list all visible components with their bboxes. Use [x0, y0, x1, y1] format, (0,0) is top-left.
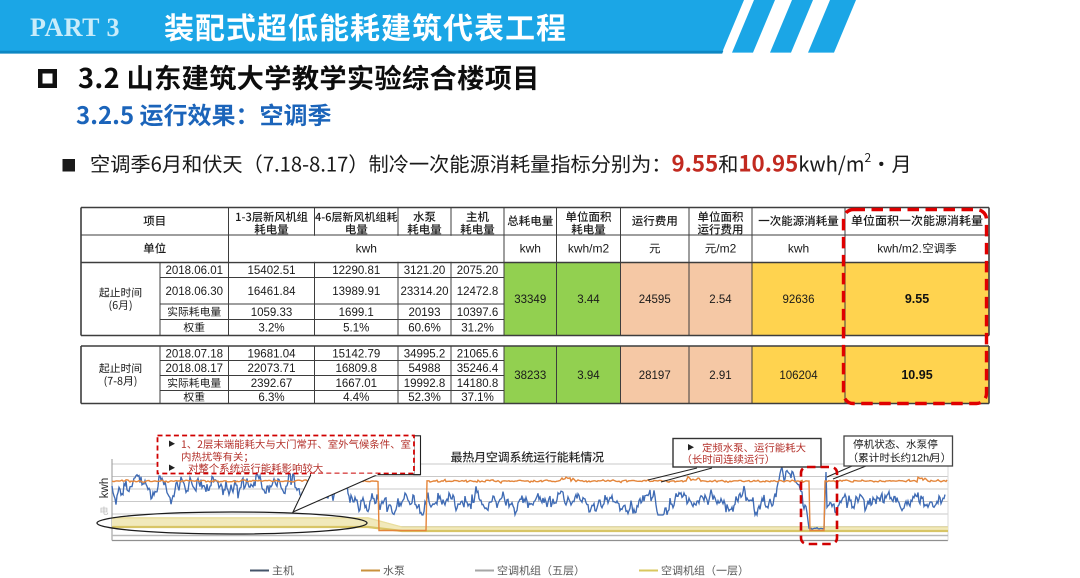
svg-text:4.4%: 4.4% — [343, 392, 369, 404]
svg-text:PART 3: PART 3 — [30, 13, 120, 42]
svg-text:1699.1: 1699.1 — [339, 307, 374, 319]
svg-text:37.1%: 37.1% — [461, 392, 494, 404]
svg-text:2392.67: 2392.67 — [251, 378, 293, 390]
svg-text:2018.08.17: 2018.08.17 — [165, 363, 223, 375]
svg-text:3.44: 3.44 — [577, 294, 600, 306]
svg-text:92636: 92636 — [783, 294, 815, 306]
svg-text:10.95: 10.95 — [901, 368, 932, 382]
svg-text:9.55: 9.55 — [905, 292, 929, 306]
svg-text:19681.04: 19681.04 — [248, 348, 297, 360]
svg-text:33349: 33349 — [514, 294, 546, 306]
svg-text:kwh: kwh — [520, 242, 541, 256]
svg-text:31.2%: 31.2% — [461, 323, 494, 335]
svg-text:10397.6: 10397.6 — [457, 307, 499, 319]
svg-text:kwh/m2: kwh/m2 — [568, 242, 610, 256]
svg-text:54988: 54988 — [409, 363, 441, 375]
svg-text:28197: 28197 — [639, 370, 671, 382]
svg-text:15402.51: 15402.51 — [248, 265, 296, 277]
svg-text:5.1%: 5.1% — [343, 323, 369, 335]
svg-text:106204: 106204 — [779, 370, 818, 382]
svg-text:20193: 20193 — [409, 307, 441, 319]
svg-text:16461.84: 16461.84 — [248, 286, 297, 298]
svg-text:kwh/m2.: kwh/m2. — [877, 242, 922, 256]
svg-text:35246.4: 35246.4 — [457, 363, 499, 375]
svg-text:2.54: 2.54 — [709, 294, 732, 306]
svg-text:6.3%: 6.3% — [258, 392, 284, 404]
svg-text:19992.8: 19992.8 — [404, 378, 446, 390]
svg-text:kwh: kwh — [99, 478, 111, 498]
svg-text:1059.33: 1059.33 — [251, 307, 293, 319]
svg-text:kwh: kwh — [356, 242, 377, 256]
svg-text:2018.06.30: 2018.06.30 — [165, 286, 223, 298]
svg-text:60.6%: 60.6% — [408, 323, 441, 335]
svg-text:22073.71: 22073.71 — [248, 363, 296, 375]
svg-text:15142.79: 15142.79 — [332, 348, 380, 360]
svg-text:3121.20: 3121.20 — [404, 265, 446, 277]
svg-text:3.94: 3.94 — [577, 370, 600, 382]
svg-text:2018.06.01: 2018.06.01 — [165, 265, 223, 277]
svg-text:12h/: 12h/ — [911, 453, 932, 465]
svg-text:1667.01: 1667.01 — [335, 378, 377, 390]
svg-text:38233: 38233 — [514, 370, 546, 382]
svg-text:21065.6: 21065.6 — [457, 348, 499, 360]
svg-text:34995.2: 34995.2 — [404, 348, 446, 360]
svg-text:12472.8: 12472.8 — [457, 286, 499, 298]
svg-text:12290.81: 12290.81 — [332, 265, 380, 277]
svg-text:24595: 24595 — [639, 294, 671, 306]
svg-text:2075.20: 2075.20 — [457, 265, 499, 277]
svg-text:23314.20: 23314.20 — [401, 286, 449, 298]
svg-text:2018.07.18: 2018.07.18 — [165, 348, 223, 360]
svg-text:52.3%: 52.3% — [408, 392, 441, 404]
svg-text:2.91: 2.91 — [709, 370, 731, 382]
svg-text:13989.91: 13989.91 — [332, 286, 380, 298]
svg-text:kwh: kwh — [788, 242, 809, 256]
svg-text:16809.8: 16809.8 — [335, 363, 377, 375]
svg-text:3.2%: 3.2% — [258, 323, 284, 335]
svg-text:/m2: /m2 — [716, 242, 736, 256]
svg-text:14180.8: 14180.8 — [457, 378, 499, 390]
